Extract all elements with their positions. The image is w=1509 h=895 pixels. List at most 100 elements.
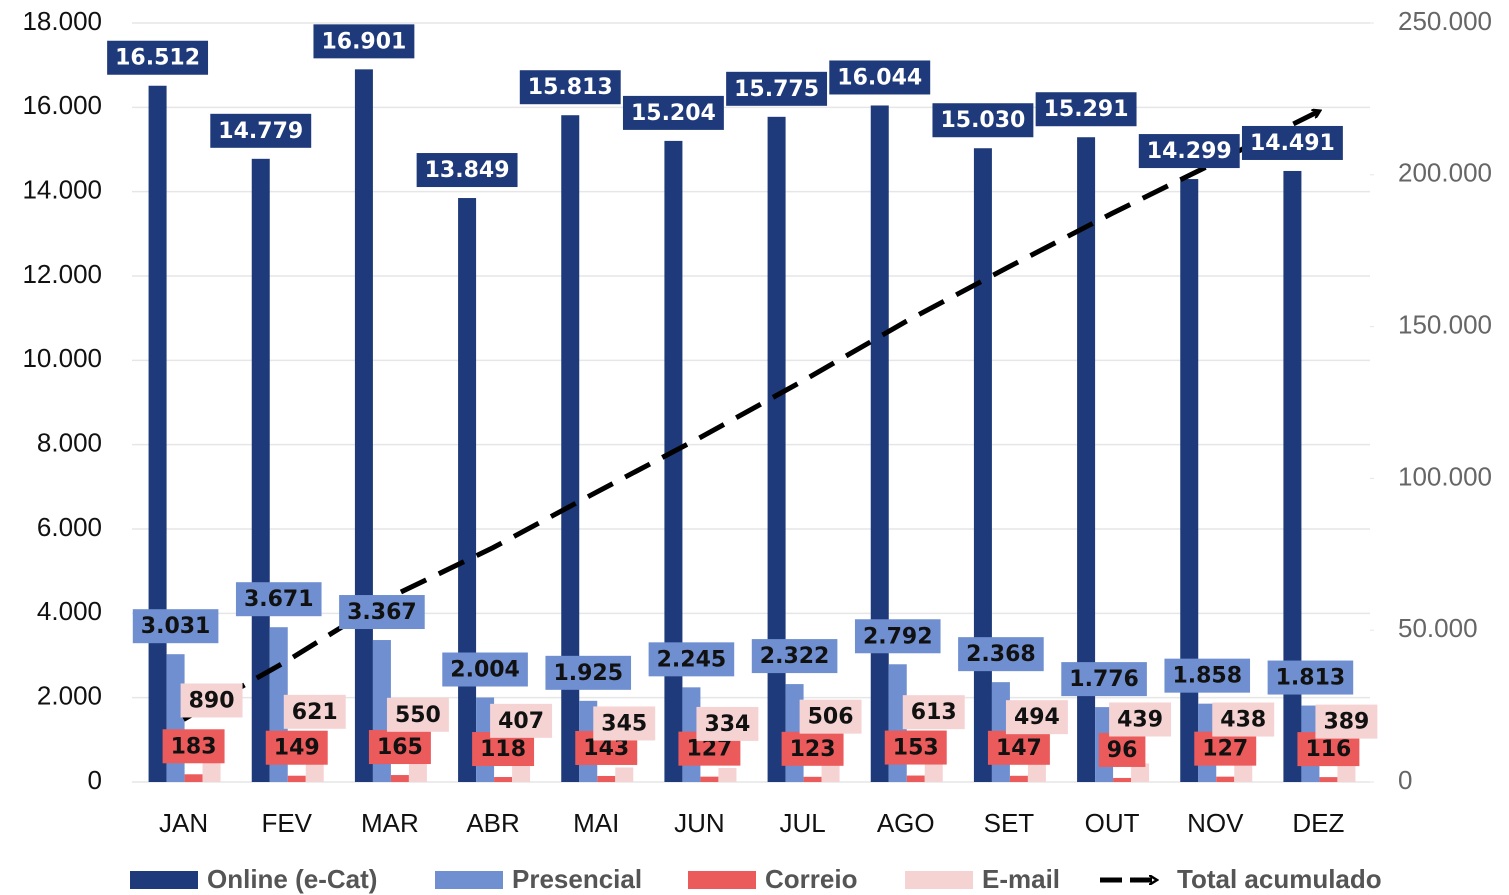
data-label-box — [781, 731, 844, 766]
data-label: 183 — [162, 729, 225, 764]
data-label: 1.858 — [1164, 658, 1251, 693]
data-label-text: 550 — [395, 703, 441, 728]
data-label: 15.291 — [1035, 92, 1137, 127]
data-label-text: 15.030 — [940, 108, 1025, 133]
bar — [408, 758, 427, 782]
data-label-text: 494 — [1014, 705, 1060, 730]
bar — [1180, 179, 1199, 782]
data-label-box — [519, 70, 621, 105]
data-label-box — [210, 113, 312, 148]
bar — [718, 767, 737, 782]
data-label-box — [1212, 702, 1275, 737]
data-label-text: 2.245 — [657, 647, 727, 672]
data-label: 13.849 — [416, 153, 518, 188]
data-label-text: 123 — [790, 737, 836, 762]
bar — [1234, 763, 1253, 782]
data-label-text: 183 — [171, 734, 217, 759]
data-label-box — [829, 60, 931, 95]
data-label: 2.792 — [854, 619, 941, 654]
data-label-box — [265, 730, 328, 765]
bar — [1283, 170, 1302, 782]
data-label: 3.031 — [132, 609, 219, 644]
x-tick-label: JUL — [779, 808, 825, 838]
data-label-text: 1.776 — [1069, 667, 1139, 692]
bar — [1113, 777, 1132, 782]
data-label-box — [696, 706, 759, 741]
bar — [767, 116, 786, 783]
legend-label: Correio — [765, 864, 857, 894]
y-tick-label: 2.000 — [37, 681, 102, 711]
bar — [821, 760, 840, 782]
data-label: 3.671 — [235, 582, 322, 617]
x-tick-label: DEZ — [1292, 808, 1344, 838]
y-tick-label: 18.000 — [22, 6, 102, 36]
data-label-box — [648, 642, 735, 677]
data-label-box — [1109, 702, 1172, 737]
bar — [251, 158, 270, 782]
x-tick-label: MAR — [361, 808, 419, 838]
data-label: 165 — [368, 730, 431, 765]
y-tick-label: 16.000 — [22, 90, 102, 120]
data-label: 1.813 — [1267, 660, 1354, 695]
data-label: 2.245 — [648, 642, 735, 677]
data-label-text: 147 — [996, 736, 1042, 761]
y-tick-label: 14.000 — [22, 175, 102, 205]
data-label-text: 15.813 — [528, 75, 613, 100]
data-label: 2.322 — [751, 639, 838, 674]
data-label: 621 — [283, 694, 346, 729]
data-label-text: 1.925 — [553, 661, 623, 686]
y2-tick-label: 50.000 — [1398, 613, 1478, 643]
x-tick-label: MAI — [573, 808, 619, 838]
y-tick-label: 6.000 — [37, 512, 102, 542]
data-label-box — [799, 699, 862, 734]
data-label: 15.775 — [726, 71, 828, 106]
data-label: 550 — [386, 697, 449, 732]
bar — [1319, 777, 1338, 782]
data-label-text: 345 — [601, 711, 647, 736]
data-label-box — [162, 729, 225, 764]
x-tick-label: JUN — [674, 808, 725, 838]
data-label-box — [313, 24, 415, 59]
data-label-box — [235, 582, 322, 617]
bar — [458, 198, 477, 783]
data-label-box — [386, 697, 449, 732]
data-label-box — [368, 730, 431, 765]
y-tick-label: 4.000 — [37, 596, 102, 626]
data-label-box — [1315, 704, 1378, 739]
bar — [973, 148, 992, 783]
data-label-box — [958, 637, 1044, 672]
data-label-text: 439 — [1117, 707, 1163, 732]
data-label-box — [987, 730, 1050, 765]
y2-tick-label: 250.000 — [1398, 6, 1492, 36]
bar — [390, 775, 409, 782]
data-label: 14.491 — [1241, 125, 1343, 160]
data-label: 334 — [696, 706, 759, 741]
x-tick-label: AGO — [877, 808, 935, 838]
data-label-box — [1005, 700, 1068, 735]
bar — [148, 85, 167, 782]
bar — [494, 777, 513, 782]
bar — [1131, 763, 1150, 782]
data-label-box — [490, 703, 553, 738]
data-label: 438 — [1212, 702, 1275, 737]
data-label-box — [339, 595, 425, 630]
x-tick-label: FEV — [261, 808, 312, 838]
data-labels: 16.512 14.779 16.901 13.849 15.813 15.204 15.7… — [107, 24, 1378, 767]
data-label-text: 438 — [1220, 708, 1266, 733]
data-label: 16.512 — [107, 40, 209, 75]
x-tick-label: NOV — [1187, 808, 1244, 838]
data-label-box — [1267, 660, 1354, 695]
bar — [1077, 137, 1096, 783]
data-label: 506 — [799, 699, 862, 734]
bar — [870, 105, 889, 782]
data-label-text: 96 — [1107, 738, 1138, 763]
data-label: 1.776 — [1061, 662, 1147, 697]
data-label-box — [1035, 92, 1137, 127]
data-label-text: 506 — [808, 705, 854, 730]
data-label: 123 — [781, 731, 844, 766]
data-label-text: 1.813 — [1276, 666, 1346, 691]
bar — [906, 775, 925, 782]
data-label-text: 2.322 — [760, 644, 830, 669]
data-label-box — [283, 694, 346, 729]
data-label: 890 — [180, 683, 243, 718]
